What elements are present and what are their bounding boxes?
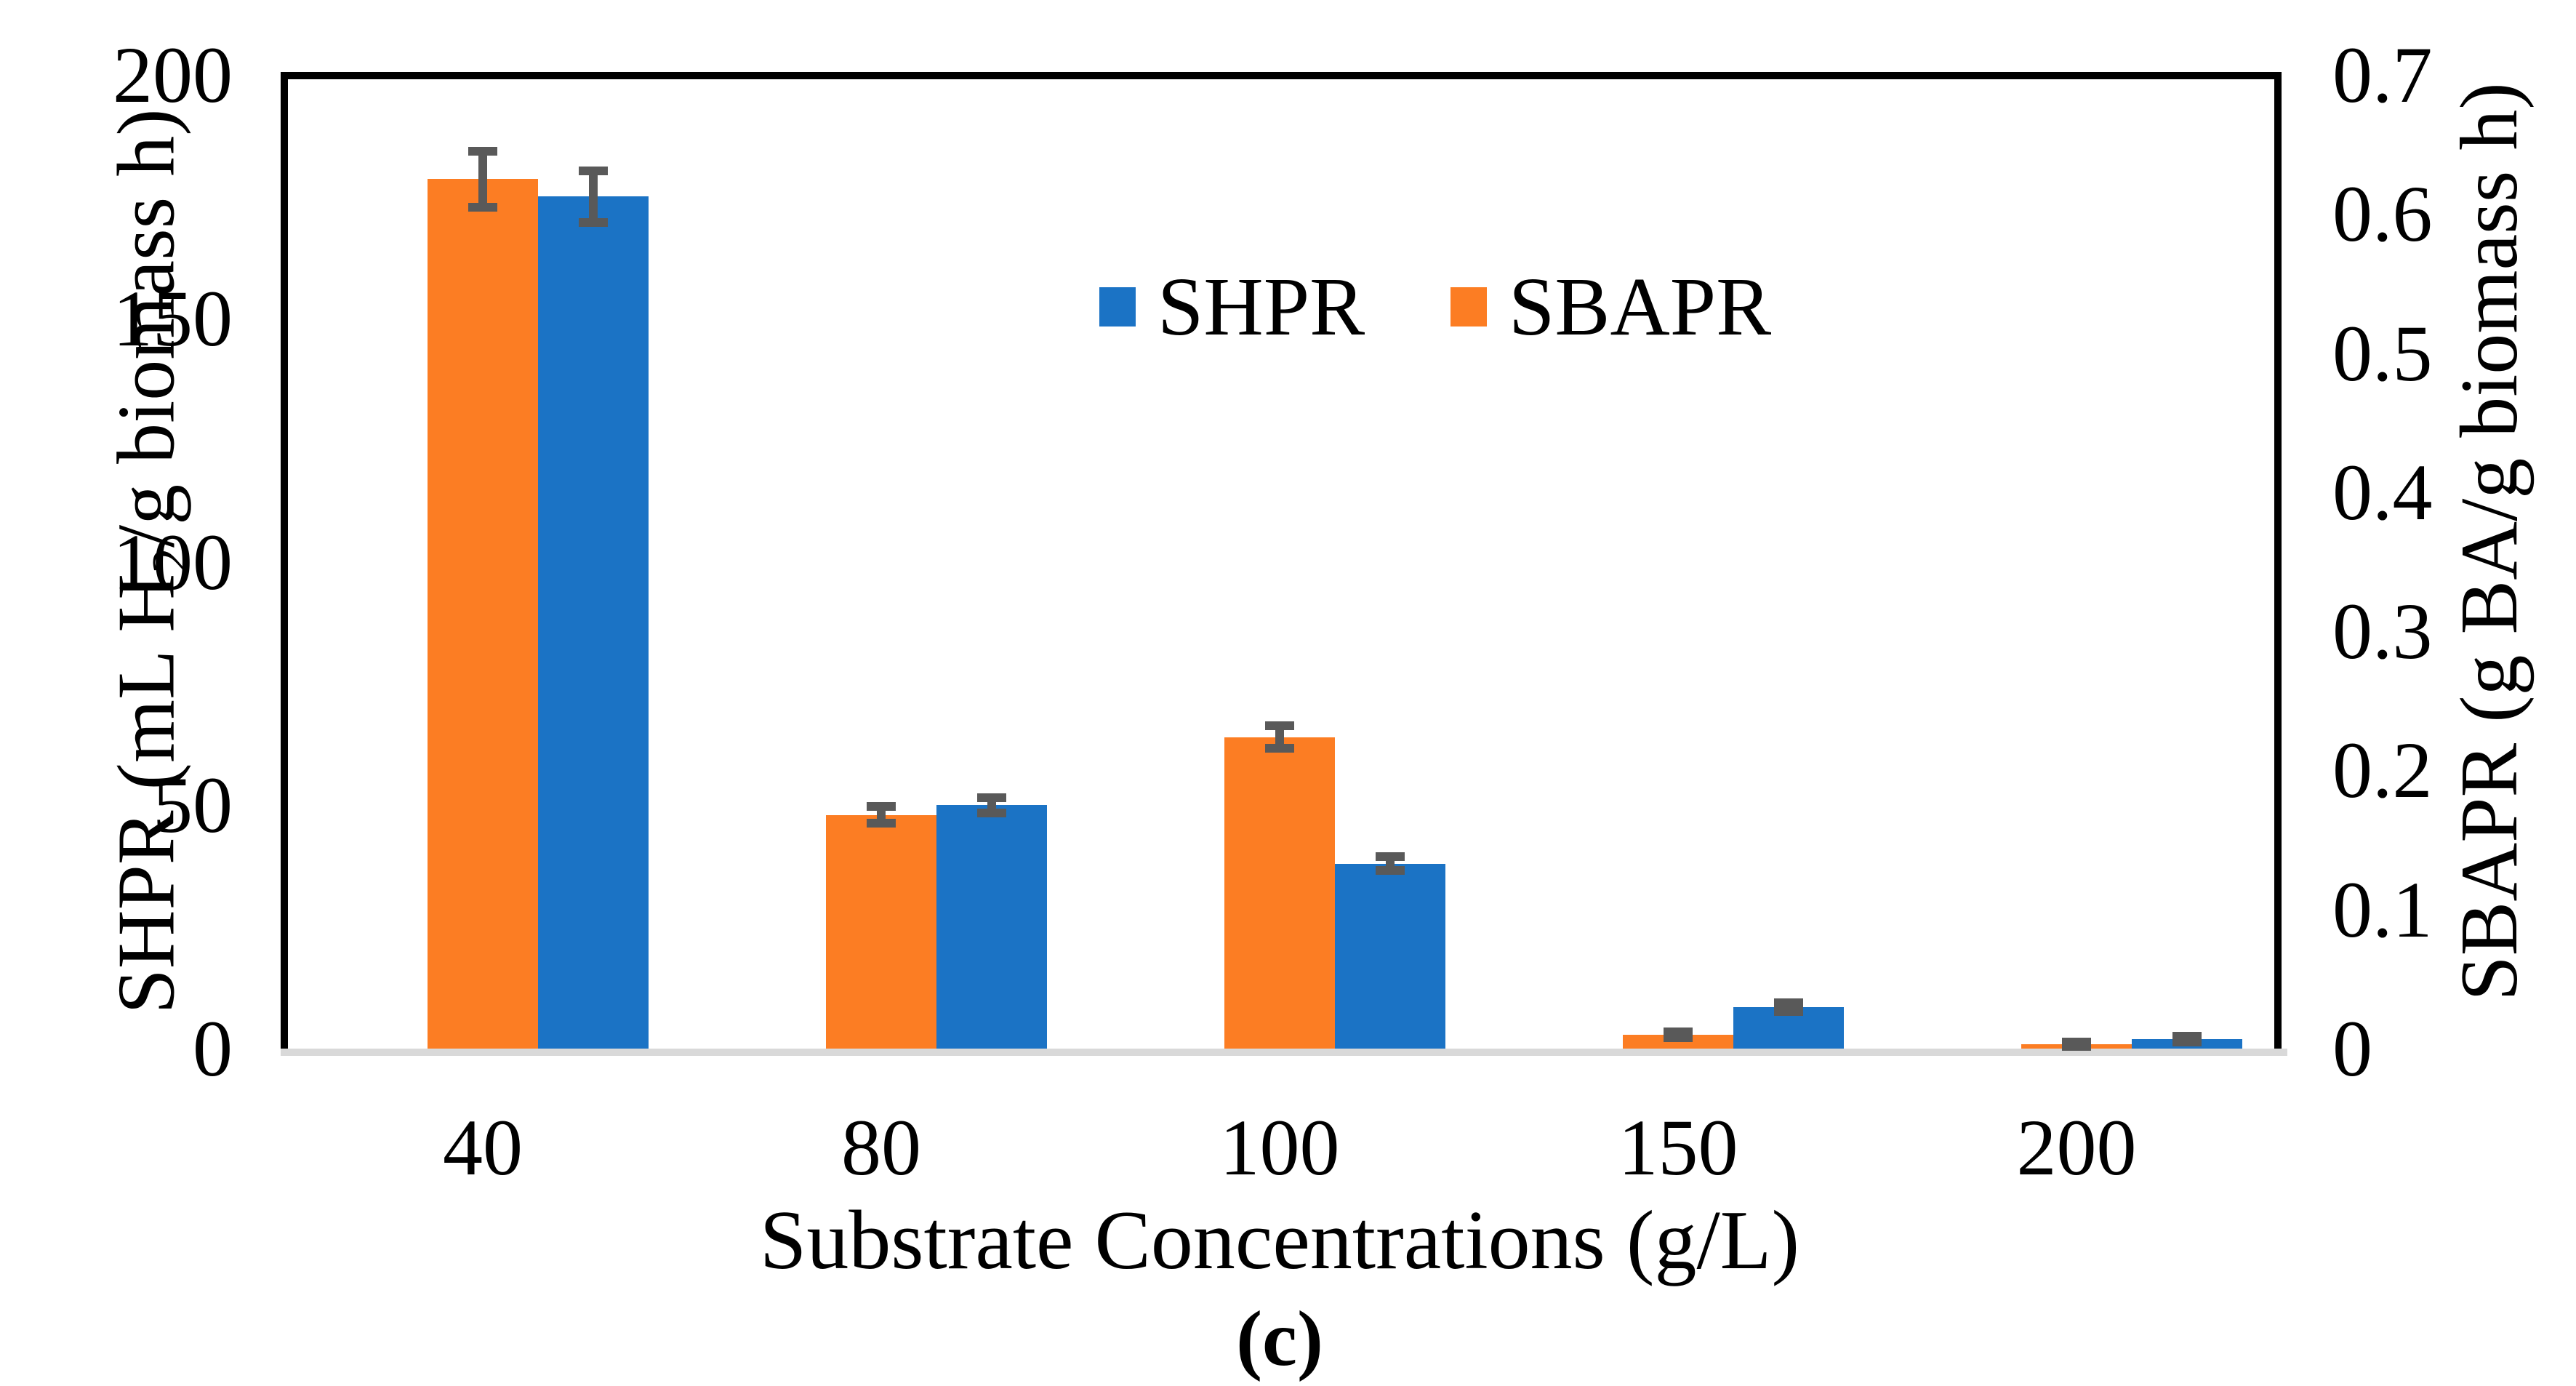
error-bar-cap-top-sbapr-40 <box>468 147 497 156</box>
legend-label-sbapr: SBAPR <box>1509 260 1772 353</box>
left-axis-tick-150: 150 <box>113 273 233 363</box>
left-axis-tick-100: 100 <box>113 517 233 606</box>
plot-frame-left <box>281 72 288 1051</box>
x-axis-tick-80: 80 <box>841 1103 921 1192</box>
error-bar-cap-bottom-sbapr-40 <box>468 202 497 212</box>
left-axis-title-subscript: 2 <box>141 547 200 574</box>
left-axis-tick-200: 200 <box>113 31 233 119</box>
left-axis-title-part1: SHPR (mL H <box>101 573 192 1014</box>
error-bar-cap-top-shpr-40 <box>579 166 608 175</box>
error-bar-cap-top-shpr-80 <box>977 793 1006 802</box>
right-axis-tick-0.5: 0.5 <box>2332 308 2433 398</box>
error-bar-cap-bottom-sbapr-200 <box>2062 1042 2091 1051</box>
left-axis-title-part2: /g biomass h) <box>101 108 192 548</box>
x-axis-tick-40: 40 <box>443 1103 523 1192</box>
left-axis-tick-50: 50 <box>153 761 233 850</box>
legend-item-shpr: SHPR <box>1099 265 1365 349</box>
error-bar-cap-bottom-shpr-100 <box>1376 865 1405 875</box>
left-axis-title: SHPR (mL H2/g biomass h) <box>101 108 211 1014</box>
bar-shpr-80 <box>936 805 1047 1049</box>
plot-frame-right <box>2274 72 2282 1051</box>
error-bar-shpr-40 <box>589 170 598 223</box>
error-bar-cap-bottom-sbapr-80 <box>867 819 896 828</box>
x-axis-title: Substrate Concentrations (g/L) <box>759 1194 1800 1287</box>
right-axis-title: SBAPR (g BA/g biomass h) <box>2444 82 2535 1001</box>
x-axis-tick-150: 150 <box>1618 1103 1738 1192</box>
error-bar-cap-bottom-shpr-200 <box>2172 1037 2202 1046</box>
error-bar-cap-top-shpr-150 <box>1774 998 1803 1008</box>
error-bar-sbapr-40 <box>478 151 487 207</box>
left-axis-tick-0: 0 <box>193 1004 233 1093</box>
right-axis-tick-0.1: 0.1 <box>2332 865 2433 954</box>
bar-sbapr-40 <box>428 179 538 1049</box>
error-bar-cap-bottom-sbapr-150 <box>1664 1033 1693 1042</box>
error-bar-cap-bottom-shpr-80 <box>977 808 1006 817</box>
legend-swatch-sbapr <box>1450 287 1487 327</box>
error-bar-cap-top-shpr-100 <box>1376 852 1405 862</box>
legend-item-sbapr: SBAPR <box>1450 265 1771 349</box>
bar-shpr-100 <box>1335 863 1445 1049</box>
x-axis-tick-100: 100 <box>1219 1103 1340 1192</box>
figure-caption: (c) <box>1236 1296 1323 1382</box>
x-axis-tick-200: 200 <box>2016 1103 2137 1192</box>
bar-sbapr-80 <box>826 814 936 1049</box>
error-bar-cap-bottom-shpr-150 <box>1774 1007 1803 1017</box>
error-bar-cap-top-sbapr-100 <box>1265 721 1294 731</box>
error-bar-cap-top-sbapr-80 <box>867 802 896 812</box>
plot-frame-top <box>281 72 2282 79</box>
right-axis-tick-0.3: 0.3 <box>2332 587 2433 676</box>
right-axis-tick-0: 0 <box>2332 1004 2372 1093</box>
legend-label-shpr: SHPR <box>1157 260 1365 353</box>
error-bar-cap-bottom-sbapr-100 <box>1265 743 1294 753</box>
error-bar-sbapr-100 <box>1275 726 1284 748</box>
error-bar-cap-bottom-shpr-40 <box>579 217 608 227</box>
x-axis-line <box>281 1049 2287 1056</box>
right-axis-tick-0.2: 0.2 <box>2332 726 2433 815</box>
bar-shpr-40 <box>538 196 649 1049</box>
right-axis-tick-0.4: 0.4 <box>2332 447 2433 537</box>
legend-swatch-shpr <box>1099 287 1136 327</box>
right-axis-tick-0.7: 0.7 <box>2332 31 2433 119</box>
bar-sbapr-100 <box>1224 737 1335 1049</box>
right-axis-tick-0.6: 0.6 <box>2332 169 2433 259</box>
